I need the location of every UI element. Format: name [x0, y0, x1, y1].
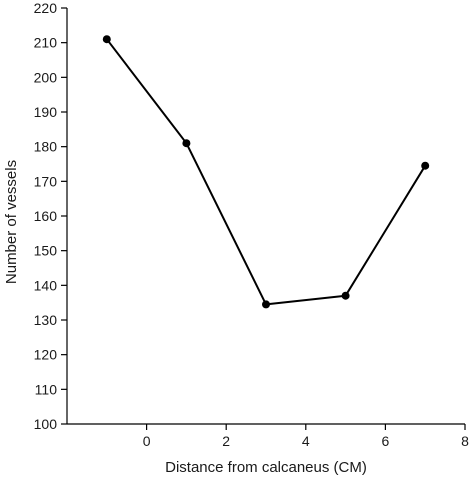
- series-line: [106, 38, 427, 306]
- x-ticks: 0 2 4 6 8: [143, 424, 469, 449]
- y-tick-label: 210: [34, 35, 58, 51]
- y-tick-label: 180: [34, 139, 58, 155]
- data-point: [182, 139, 191, 148]
- x-tick-label: 4: [302, 433, 310, 449]
- y-tick-label: 120: [34, 347, 58, 363]
- x-tick-label: 6: [382, 433, 390, 449]
- axes: [66, 8, 465, 425]
- y-tick-label: 170: [34, 173, 58, 189]
- x-tick-label: 8: [461, 433, 469, 449]
- data-point: [262, 300, 270, 309]
- y-axis-title: Number of vessels: [3, 160, 20, 284]
- y-ticks: 100 110 120 130 140 150 160 170 180 190 200 210 220: [34, 0, 67, 432]
- y-tick-label: 150: [34, 243, 58, 259]
- y-tick-label: 200: [34, 69, 58, 85]
- y-tick-label: 130: [34, 312, 58, 328]
- x-tick-label: 2: [222, 433, 230, 449]
- y-tick-label: 190: [34, 104, 58, 120]
- y-tick-label: 140: [34, 277, 58, 293]
- y-tick-label: 100: [34, 416, 58, 432]
- x-axis-title: Distance from calcaneus (CM): [165, 459, 367, 476]
- x-tick-label: 0: [143, 433, 151, 449]
- series-layer: [102, 35, 430, 309]
- data-point: [421, 161, 430, 170]
- y-tick-label: 220: [34, 0, 58, 16]
- y-tick-label: 110: [35, 381, 58, 397]
- y-tick-label: 160: [34, 208, 58, 224]
- data-point: [341, 291, 350, 300]
- data-point: [102, 35, 111, 44]
